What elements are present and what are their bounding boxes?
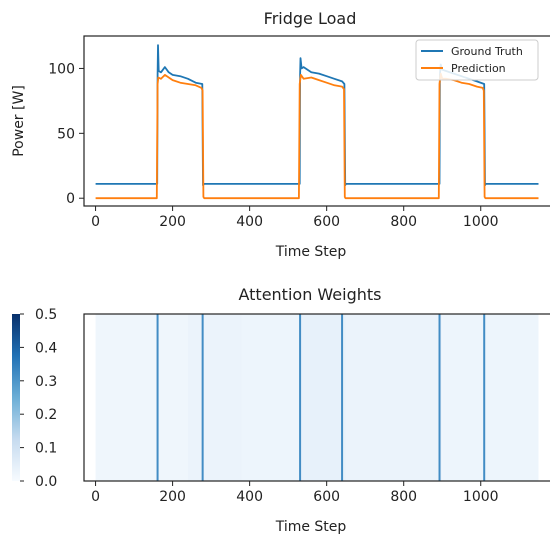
colorbar-tick-label: 0.4: [35, 340, 57, 356]
x-axis-label-attention: Time Step: [275, 519, 347, 535]
chart-title-attention-weights: Attention Weights: [238, 285, 381, 304]
x-tick-label: 600: [313, 214, 340, 230]
x-tick-label: 400: [236, 214, 263, 230]
x-tick-label: 200: [159, 489, 186, 505]
x-tick-label: 0: [91, 214, 100, 230]
colorbar-tick-label: 0.0: [35, 474, 57, 490]
attention-weights-chart: Attention Weights 0 200 400 600 800 1000 Time…: [12, 285, 550, 535]
legend: Ground Truth Prediction: [415, 39, 539, 81]
x-tick-label: 0: [91, 489, 100, 505]
colorbar-tick-label: 0.3: [35, 374, 57, 390]
x-tick-label: 200: [159, 214, 186, 230]
series-line-prediction: [95, 72, 539, 200]
y-axis-label: Power [W]: [11, 85, 27, 157]
y-tick-label: 0: [66, 191, 75, 207]
x-tick-label: 800: [390, 489, 417, 505]
heatmap-band: [95, 314, 188, 481]
colorbar-tick-label: 0.2: [35, 407, 57, 423]
heatmap-band: [241, 314, 300, 481]
x-tick-label: 600: [313, 489, 340, 505]
x-tick-label: 800: [390, 214, 417, 230]
legend-label-ground-truth: Ground Truth: [451, 45, 523, 58]
y-tick-label: 100: [48, 61, 75, 77]
x-tick-label: 1000: [463, 214, 499, 230]
y-tick-group: 0 50 100: [48, 61, 84, 207]
chart-title-fridge-load: Fridge Load: [264, 9, 357, 28]
legend-box: [415, 39, 539, 81]
heatmap-peak-group: [156, 314, 486, 481]
heatmap-band-group: [95, 314, 539, 481]
x-tick-label: 400: [236, 489, 263, 505]
colorbar-tick-group: 0.0 0.1 0.2 0.3 0.4 0.5: [20, 307, 57, 490]
colorbar-tick-label: 0.1: [35, 441, 57, 457]
x-tick-label: 1000: [463, 489, 499, 505]
x-tick-group: 0 200 400 600 800 1000: [91, 206, 499, 230]
colorbar-tick-label: 0.5: [35, 307, 57, 323]
heatmap-band: [442, 314, 539, 481]
heatmap-band: [188, 314, 242, 481]
heatmap-band: [345, 314, 443, 481]
legend-label-prediction: Prediction: [451, 62, 506, 75]
plot-frame: [83, 35, 550, 207]
fridge-load-chart: Fridge Load 0 200 400 600 800 1000 0 50 100 Tim…: [11, 9, 550, 260]
heatmap-band: [299, 314, 346, 481]
x-tick-group-attention: 0 200 400 600 800 1000: [91, 481, 499, 505]
y-tick-label: 50: [57, 126, 75, 142]
colorbar: [12, 314, 20, 481]
plot-frame-attention: [83, 313, 550, 482]
x-axis-label: Time Step: [275, 244, 347, 260]
